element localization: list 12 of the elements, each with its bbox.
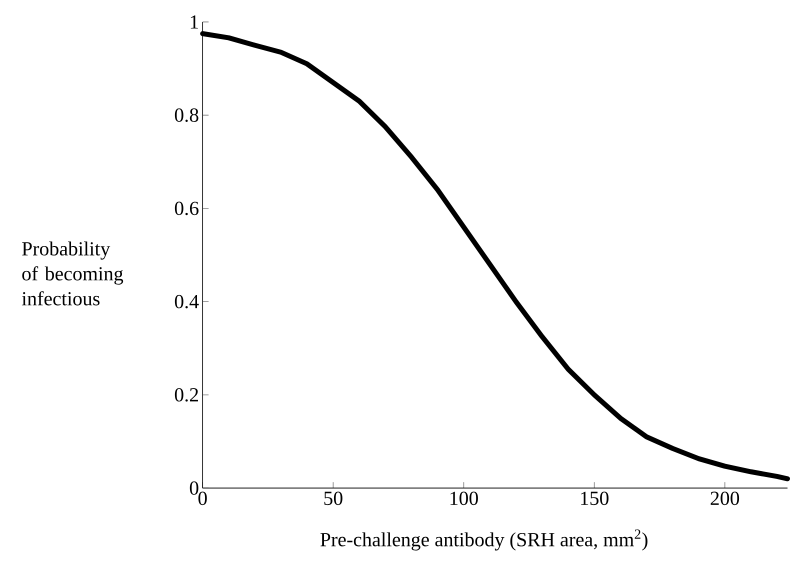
x-axis-title: Pre-challenge antibody (SRH area, mm$^{2}$): [320, 529, 648, 551]
x-tick-label: 50: [324, 492, 342, 506]
y-tick-label: 0.4: [174, 294, 199, 308]
y-tick-label: 0.2: [174, 388, 198, 402]
x-tick-label: 150: [581, 492, 608, 506]
y-tick-label: 0: [190, 481, 198, 495]
y-tick-label: 0.8: [174, 108, 198, 122]
y-axis-title: Probability of becoming infectious: [22, 242, 124, 306]
x-tick-label: 100: [450, 492, 478, 506]
y-tick-label: 1: [190, 15, 198, 29]
x-tick-label: 200: [710, 492, 740, 506]
y-tick-label: 0.6: [174, 202, 199, 216]
